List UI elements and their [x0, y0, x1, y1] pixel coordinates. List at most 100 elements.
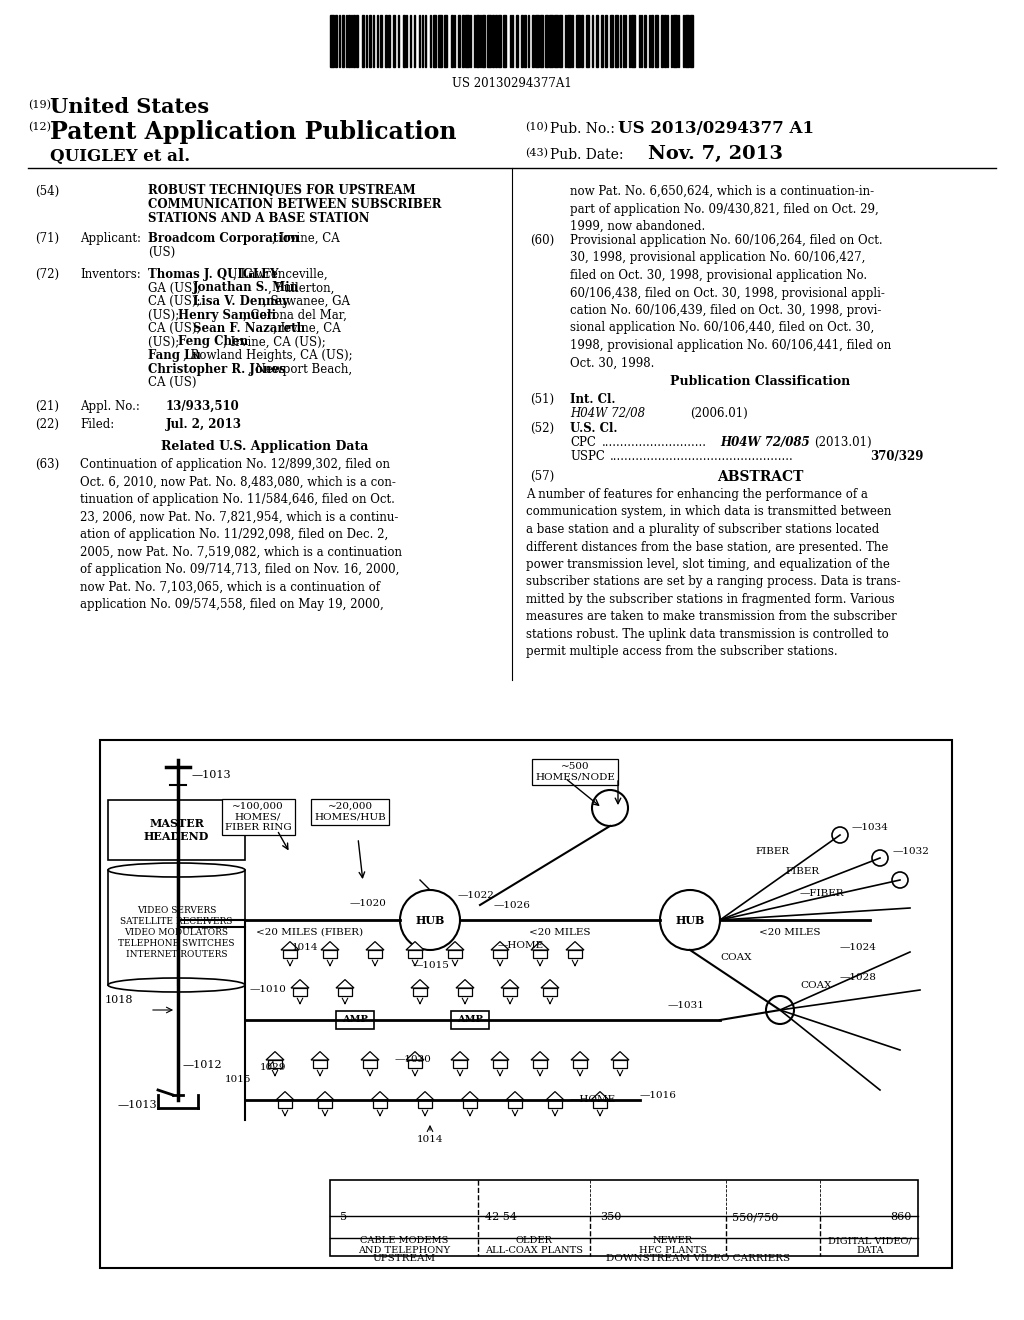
Text: (63): (63): [35, 458, 59, 471]
Bar: [430, 15, 431, 67]
Bar: [575, 15, 580, 67]
Text: Provisional application No. 60/106,264, filed on Oct.
30, 1998, provisional appl: Provisional application No. 60/106,264, …: [570, 234, 891, 370]
Text: UPSTREAM: UPSTREAM: [373, 1254, 435, 1263]
Text: , Irvine, CA (US);: , Irvine, CA (US);: [223, 335, 326, 348]
Text: (US);: (US);: [148, 309, 183, 322]
Bar: [531, 15, 535, 67]
Text: , Irvine, CA: , Irvine, CA: [272, 232, 340, 246]
Text: US 2013/0294377 A1: US 2013/0294377 A1: [618, 120, 814, 137]
Circle shape: [892, 873, 908, 888]
Text: 5: 5: [340, 1212, 347, 1222]
Circle shape: [766, 997, 794, 1024]
Text: Inventors:: Inventors:: [80, 268, 140, 281]
Text: —1013: —1013: [118, 1100, 158, 1110]
Text: —1012: —1012: [183, 1060, 222, 1071]
Bar: [667, 15, 669, 67]
Circle shape: [872, 850, 888, 866]
Bar: [353, 15, 354, 67]
Bar: [516, 15, 518, 67]
Bar: [482, 15, 485, 67]
Ellipse shape: [108, 863, 245, 876]
Bar: [449, 950, 462, 958]
Polygon shape: [490, 1052, 509, 1060]
Text: (21): (21): [35, 400, 59, 413]
Polygon shape: [456, 979, 474, 987]
Text: —HOME: —HOME: [498, 941, 544, 950]
Bar: [444, 15, 446, 67]
Bar: [534, 1060, 547, 1068]
Bar: [678, 15, 679, 67]
Text: ~20,000
HOMES/HUB: ~20,000 HOMES/HUB: [314, 803, 386, 821]
Bar: [377, 15, 378, 67]
Polygon shape: [541, 979, 559, 987]
Polygon shape: [311, 1052, 329, 1060]
Polygon shape: [446, 941, 464, 950]
Text: Feng Chen: Feng Chen: [178, 335, 248, 348]
Text: <20 MILES: <20 MILES: [529, 928, 591, 937]
Text: CPC: CPC: [570, 436, 596, 449]
Circle shape: [400, 890, 460, 950]
Text: Patent Application Publication: Patent Application Publication: [50, 120, 457, 144]
Bar: [565, 15, 566, 67]
Polygon shape: [276, 1092, 294, 1100]
Bar: [545, 15, 548, 67]
Bar: [370, 15, 371, 67]
Text: (51): (51): [530, 393, 554, 407]
Bar: [453, 1060, 467, 1068]
Bar: [293, 987, 307, 995]
Bar: [362, 1060, 377, 1068]
Bar: [458, 987, 472, 995]
Bar: [512, 15, 513, 67]
Bar: [330, 15, 334, 67]
Polygon shape: [566, 941, 584, 950]
Text: H04W 72/085: H04W 72/085: [720, 436, 810, 449]
Bar: [373, 15, 374, 67]
Text: 13/933,510: 13/933,510: [166, 400, 240, 413]
Polygon shape: [291, 979, 309, 987]
Text: Pub. No.:: Pub. No.:: [550, 121, 614, 136]
Bar: [413, 987, 427, 995]
Text: Henry Samueli: Henry Samueli: [178, 309, 276, 322]
Polygon shape: [416, 1092, 434, 1100]
Bar: [651, 15, 653, 67]
Bar: [610, 15, 612, 67]
Text: 1029: 1029: [260, 1064, 287, 1072]
Bar: [541, 15, 543, 67]
Polygon shape: [461, 1092, 479, 1100]
Polygon shape: [371, 1092, 389, 1100]
Bar: [600, 15, 603, 67]
Bar: [470, 15, 471, 67]
Text: HUB: HUB: [675, 915, 705, 925]
Text: OLDER
ALL-COAX PLANTS: OLDER ALL-COAX PLANTS: [485, 1236, 583, 1255]
Bar: [476, 15, 479, 67]
Text: AMP: AMP: [342, 1015, 368, 1024]
Text: ROBUST TECHNIQUES FOR UPSTREAM: ROBUST TECHNIQUES FOR UPSTREAM: [148, 183, 416, 197]
Bar: [278, 1100, 292, 1107]
Bar: [493, 15, 494, 67]
Bar: [613, 1060, 627, 1068]
Polygon shape: [411, 979, 429, 987]
Text: 370/329: 370/329: [870, 450, 924, 463]
Text: HUB: HUB: [416, 915, 444, 925]
Text: DOWNSTREAM VIDEO CARRIERS: DOWNSTREAM VIDEO CARRIERS: [606, 1254, 791, 1263]
Text: (72): (72): [35, 268, 59, 281]
Bar: [268, 1060, 282, 1068]
Text: Int. Cl.: Int. Cl.: [570, 393, 615, 407]
Text: Pub. Date:: Pub. Date:: [550, 148, 624, 162]
Circle shape: [660, 890, 720, 950]
Bar: [629, 15, 630, 67]
Bar: [414, 15, 415, 67]
Polygon shape: [546, 1092, 564, 1100]
Bar: [596, 15, 598, 67]
Bar: [493, 950, 507, 958]
Text: U.S. Cl.: U.S. Cl.: [570, 422, 617, 436]
Bar: [368, 950, 382, 958]
Bar: [108, 870, 245, 985]
Bar: [433, 15, 436, 67]
Polygon shape: [406, 941, 424, 950]
Text: United States: United States: [50, 96, 209, 117]
Bar: [361, 15, 365, 67]
Bar: [425, 15, 426, 67]
Bar: [568, 950, 582, 958]
Text: COAX: COAX: [800, 981, 831, 990]
